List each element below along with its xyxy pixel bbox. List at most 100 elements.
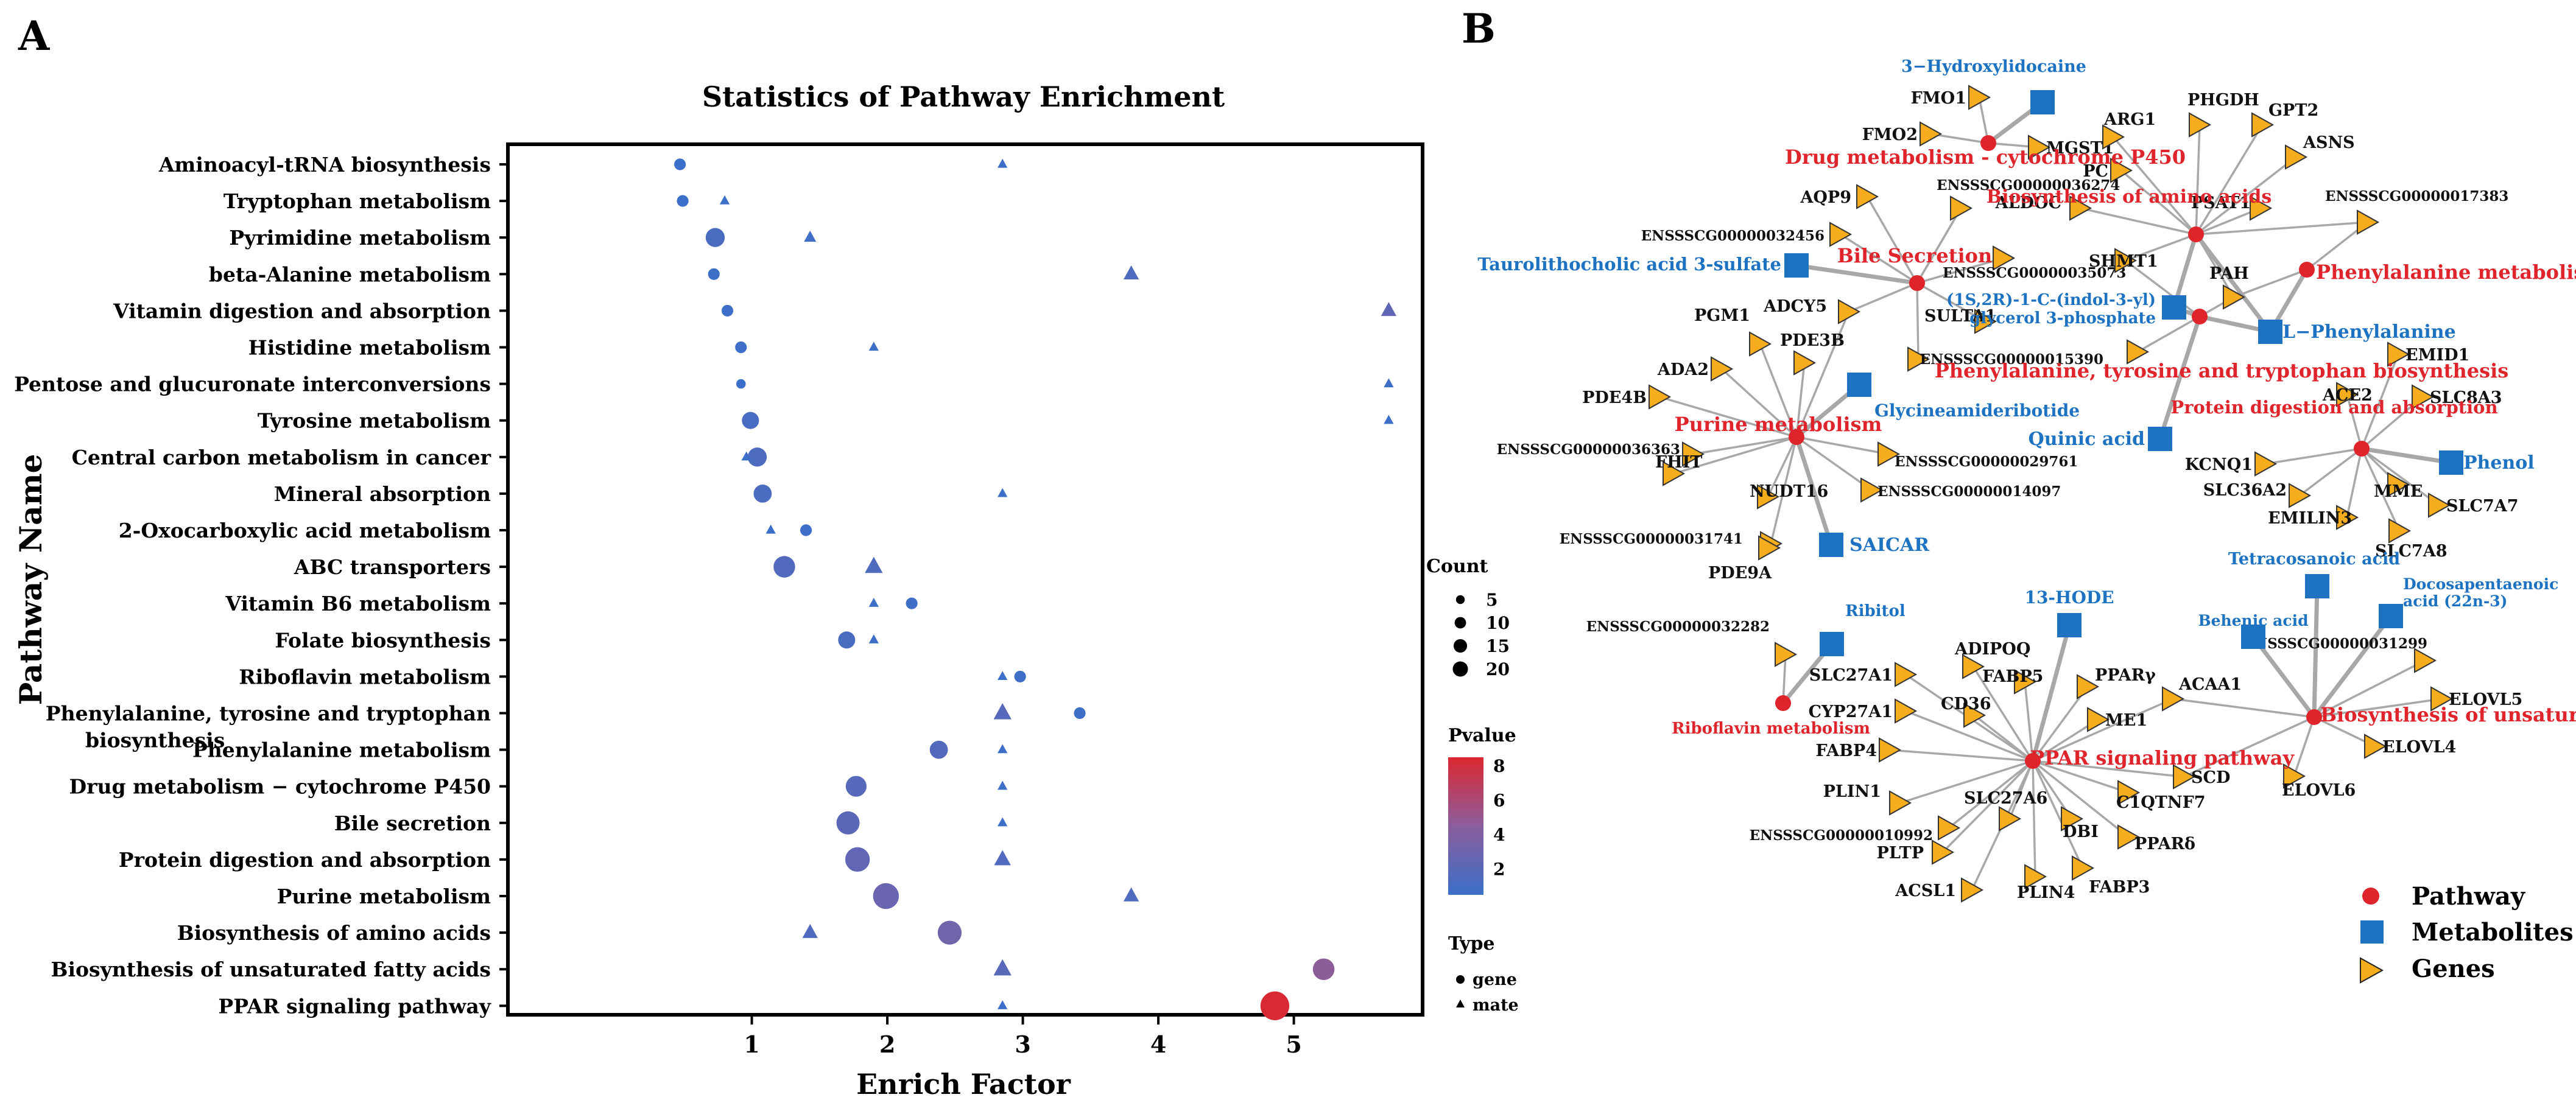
network-edge xyxy=(1948,760,2034,829)
metabolite-label: 13-HODE xyxy=(2024,587,2114,608)
gene-label: EMID1 xyxy=(2405,346,2469,365)
network-edge xyxy=(1659,396,1797,438)
gene-label: ELOVL4 xyxy=(2382,738,2456,757)
network-edge xyxy=(1782,654,1787,704)
gene-label: ME1 xyxy=(2105,711,2147,730)
gene-label: ENSSSCG00000029761 xyxy=(1895,454,2078,470)
enrichment-chart: Statistics of Pathway Enrichment Pathway… xyxy=(13,80,1519,1101)
gene-node xyxy=(1877,441,1901,467)
gene-node xyxy=(2162,686,2185,712)
type-legend-gene-marker xyxy=(1456,975,1465,984)
y-tick-label: Tryptophan metabolism xyxy=(223,189,491,213)
y-tick-label: Aminoacyl-tRNA biosynthesis xyxy=(158,153,491,177)
gene-label: FMO1 xyxy=(1911,89,1966,108)
count-legend-marker xyxy=(1452,661,1468,677)
pathway-node xyxy=(2188,226,2204,242)
gene-node xyxy=(2102,124,2125,150)
type-legend-mate: mate xyxy=(1473,996,1519,1015)
y-tick-label: Pyrimidine metabolism xyxy=(229,226,491,250)
metabolite-label: Quinic acid xyxy=(2029,429,2145,450)
metabolite-point xyxy=(993,959,1012,976)
metabolite-point xyxy=(865,556,883,573)
network-edge xyxy=(2137,315,2200,353)
count-legend-value: 5 xyxy=(1486,590,1497,610)
gene-node xyxy=(2189,112,2212,138)
gene-node xyxy=(1920,121,1943,147)
gene-node xyxy=(2387,472,2410,497)
network-edge xyxy=(1720,368,1798,438)
chart-title: Statistics of Pathway Enrichment xyxy=(702,80,1225,113)
network-edge xyxy=(2032,698,2173,762)
network-edge xyxy=(2195,124,2201,235)
pathway-node xyxy=(1775,695,1791,711)
network-legend: Pathway Metabolites Genes xyxy=(2360,882,2574,984)
y-tick-label: Protein digestion and absorption xyxy=(119,848,491,872)
gene-node xyxy=(2428,492,2451,518)
count-legend-marker xyxy=(1453,639,1468,653)
network-edge xyxy=(1848,282,1918,313)
network-edge xyxy=(2251,635,2316,719)
gene-node xyxy=(1758,535,1781,561)
metabolite-point xyxy=(719,195,730,205)
count-legend: Count 5 10 15 20 xyxy=(1426,556,1510,679)
gene-label: ENSSSCG00000017383 xyxy=(2325,188,2508,205)
gene-node xyxy=(1649,384,1672,410)
gene-label: ASNS xyxy=(2303,133,2355,152)
network-nodes: FMO1FMO2MGST1ARG1PHGDHGPT2PCASNSAQP9ENSS… xyxy=(1477,57,2576,903)
network-edge xyxy=(1759,343,1798,438)
metabolite-node xyxy=(1847,373,1871,397)
metabolite-node xyxy=(2057,613,2082,637)
gene-label: PLIN1 xyxy=(1823,782,1881,801)
metabolite-point xyxy=(998,671,1008,681)
plot-frame xyxy=(506,142,1424,1017)
panel-label-b: B xyxy=(1462,5,1496,52)
network-edge xyxy=(2032,760,2036,877)
metabolite-label: Behenic acid xyxy=(2198,612,2308,629)
metabolite-node xyxy=(2148,427,2172,451)
pathway-network: FMO1FMO2MGST1ARG1PHGDHGPT2PCASNSAQP9ENSS… xyxy=(1477,57,2576,984)
gene-point xyxy=(937,920,962,945)
pathway-label: PPAR signaling pathway xyxy=(2030,746,2295,769)
gene-point xyxy=(708,268,720,280)
metabolite-point xyxy=(804,230,817,242)
legend-metabolite-marker xyxy=(2360,920,2384,944)
gene-node xyxy=(2087,707,2110,732)
gene-point xyxy=(753,485,772,503)
network-edge xyxy=(2195,156,2297,236)
metabolite-node xyxy=(2162,295,2186,320)
y-tick-label: Vitamin B6 metabolism xyxy=(225,592,491,615)
pathway-node xyxy=(2299,262,2315,278)
gene-node xyxy=(2061,806,2084,832)
gene-label: MME xyxy=(2374,482,2423,501)
gene-label: ARG1 xyxy=(2103,110,2156,129)
y-tick-labels: Aminoacyl-tRNA biosynthesis Tryptophan me… xyxy=(14,153,508,1018)
gene-label: DBI xyxy=(2063,822,2099,841)
network-edge xyxy=(2032,685,2089,762)
gene-label: ENSSSCG00000032282 xyxy=(1586,618,1770,635)
pathway-label: Purine metabolism xyxy=(1675,413,1882,436)
network-edge xyxy=(2158,315,2202,440)
network-edge xyxy=(1795,311,1850,438)
gene-label: ENSSSCG00000031741 xyxy=(1560,531,1743,547)
count-legend-marker xyxy=(1455,595,1465,604)
count-legend-value: 20 xyxy=(1486,659,1510,679)
pathway-label: Bile Secretion xyxy=(1837,244,1993,267)
gene-label: FABP5 xyxy=(1982,667,2043,686)
gene-node xyxy=(2173,764,2196,790)
gene-label: ENSSSCG00000032456 xyxy=(1641,228,1825,244)
gene-label: FABP4 xyxy=(1816,741,1877,760)
gene-label: PC xyxy=(2083,162,2108,181)
gene-point xyxy=(929,740,948,759)
metabolite-node xyxy=(2305,574,2329,598)
gene-node xyxy=(1793,350,1817,376)
pathway-label: Drug metabolism - cytochrome P450 xyxy=(1785,145,2186,169)
gene-point xyxy=(845,847,870,872)
network-edge xyxy=(2360,354,2399,449)
pathway-node xyxy=(1980,135,1996,151)
x-tick-label: 2 xyxy=(879,1031,895,1058)
metabolite-node xyxy=(1784,253,1809,278)
pathway-node xyxy=(2192,309,2208,324)
gene-point xyxy=(906,597,918,609)
metabolite-point xyxy=(868,342,879,351)
network-edge xyxy=(1973,714,2034,762)
